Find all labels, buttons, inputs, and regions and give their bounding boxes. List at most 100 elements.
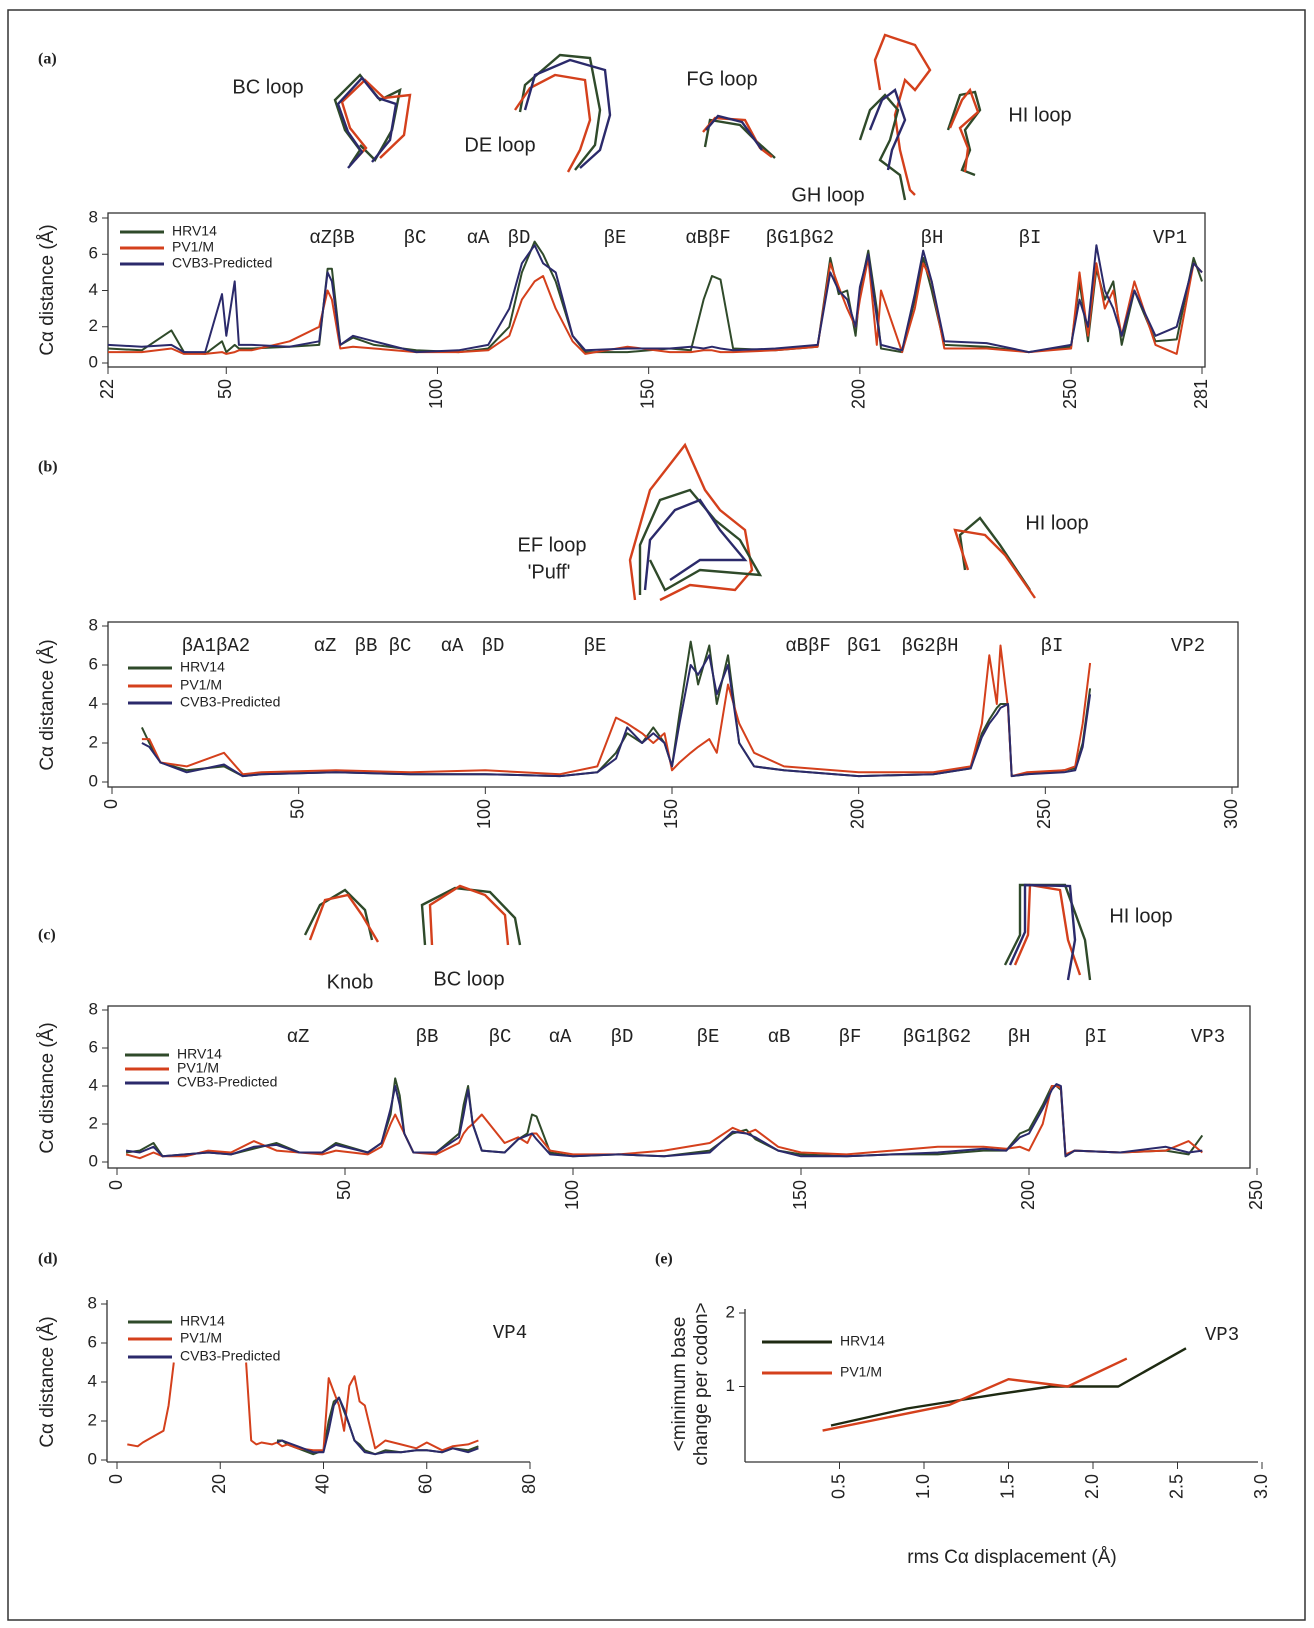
- y-tick-label: 0: [88, 1449, 97, 1468]
- y-axis-title: change per codon>: [691, 1302, 712, 1465]
- x-tick-label: 200: [849, 379, 869, 409]
- structure-label: βH: [921, 227, 944, 249]
- series-line: [127, 1362, 479, 1452]
- x-tick-label: 22: [97, 379, 117, 399]
- x-tick-label: 200: [1018, 1180, 1038, 1210]
- loop-label: HI loop: [1109, 905, 1172, 927]
- x-tick-label: 250: [1060, 379, 1080, 409]
- x-tick-label: 250: [1246, 1180, 1266, 1210]
- series-line: [108, 256, 1203, 355]
- chart-panel: (a) Cα distance (Å) 0 2 4 6 8 22 50 100 150 200 250 2…: [37, 51, 1211, 409]
- y-tick-label: 6: [89, 1037, 98, 1056]
- structure-label: βC: [389, 635, 412, 657]
- x-tick-label: 1.0: [913, 1474, 933, 1499]
- structure-label: βD: [482, 635, 505, 657]
- x-tick-label: 100: [474, 799, 494, 829]
- x-tick-label: 150: [790, 1180, 810, 1210]
- y-tick-label: 0: [89, 771, 98, 790]
- loop-label: FG loop: [686, 68, 757, 90]
- loop-label: BC loop: [232, 76, 303, 98]
- structure-label: VP4: [493, 1322, 527, 1344]
- chart-panel: (c) Cα distance (Å) 0 2 4 6 8 0 50 100 150 200 250 HR…: [37, 905, 1266, 1210]
- panel-label: (b): [38, 459, 58, 476]
- series-line: [141, 644, 1092, 778]
- legend-label: CVB3-Predicted: [172, 255, 272, 271]
- loop-label: HI loop: [1025, 512, 1088, 534]
- y-axis-title: Cα distance (Å): [37, 1316, 58, 1447]
- series-line: [107, 244, 1203, 354]
- legend-label: CVB3-Predicted: [180, 1348, 280, 1364]
- chart-panel: (b) Cα distance (Å) 0 2 4 6 8 0 50 100 150 200 250 30…: [37, 459, 1241, 829]
- structure-label: αA: [467, 227, 490, 249]
- x-tick-label: 2.5: [1166, 1474, 1186, 1499]
- panel-label: (a): [38, 51, 57, 68]
- y-tick-label: 2: [89, 732, 98, 751]
- y-tick-label: 0: [89, 352, 98, 371]
- y-tick-label: 2: [726, 1302, 735, 1321]
- structure-label: αB: [768, 1026, 791, 1048]
- y-tick-label: 4: [89, 693, 98, 712]
- loop-label: 'Puff': [528, 561, 571, 583]
- structure-label: βH: [1008, 1026, 1031, 1048]
- x-tick-label: 100: [426, 379, 446, 409]
- structure-label: VP2: [1171, 635, 1205, 657]
- y-tick-label: 8: [89, 615, 98, 634]
- legend-label: PV1/M: [177, 1060, 219, 1076]
- x-axis-title: rms Cα displacement (Å): [907, 1547, 1116, 1568]
- structure-label: βC: [404, 227, 427, 249]
- loop-label: DE loop: [464, 134, 535, 156]
- x-tick-label: 0: [101, 799, 121, 809]
- y-axis-title: Cα distance (Å): [37, 1022, 58, 1153]
- y-tick-label: 6: [89, 654, 98, 673]
- x-tick-label: 2.0: [1082, 1474, 1102, 1499]
- structure-label: βI: [1041, 635, 1064, 657]
- y-tick-label: 8: [89, 999, 98, 1018]
- x-tick-label: 0: [106, 1180, 126, 1190]
- legend-label: HRV14: [172, 223, 217, 239]
- structure-label: βB: [416, 1026, 439, 1048]
- x-tick-label: 1.5: [997, 1474, 1017, 1499]
- x-tick-label: 50: [334, 1180, 354, 1200]
- structure-label: βF: [839, 1026, 862, 1048]
- y-axis-title: <minimum base: [669, 1317, 690, 1452]
- legend-label: CVB3-Predicted: [177, 1074, 277, 1090]
- x-tick-label: 0.5: [828, 1474, 848, 1499]
- panel-label: (c): [38, 927, 56, 944]
- y-tick-label: 4: [89, 280, 98, 299]
- structure-label: βB: [355, 635, 378, 657]
- loop-label: HI loop: [1008, 104, 1071, 126]
- structure-label: βG2βH: [901, 635, 958, 657]
- structure-label: βI: [1085, 1026, 1108, 1048]
- y-tick-label: 6: [88, 1332, 97, 1351]
- y-tick-label: 2: [88, 1410, 97, 1429]
- loop-label: Knob: [327, 971, 374, 993]
- legend-label: CVB3-Predicted: [180, 694, 280, 710]
- x-tick-label: 40: [312, 1474, 332, 1494]
- x-tick-label: 250: [1034, 799, 1054, 829]
- y-tick-label: 0: [89, 1151, 98, 1170]
- legend-label: PV1/M: [180, 1330, 222, 1346]
- plot-frame: [107, 1005, 1251, 1169]
- x-tick-label: 281: [1191, 379, 1211, 409]
- y-axis-title: Cα distance (Å): [37, 224, 58, 355]
- structure-label: βG1βG2: [766, 227, 834, 249]
- series-line: [276, 1396, 479, 1456]
- structure-label: βI: [1019, 227, 1042, 249]
- x-tick-label: 20: [209, 1474, 229, 1494]
- structure-label: αBβF: [685, 227, 731, 249]
- loop-structures: [303, 33, 1092, 981]
- structure-label: βG1βG2: [903, 1026, 971, 1048]
- x-tick-label: 3.0: [1251, 1474, 1271, 1499]
- y-tick-label: 1: [726, 1376, 735, 1395]
- y-tick-label: 8: [88, 1293, 97, 1312]
- y-tick-label: 4: [89, 1075, 98, 1094]
- series-line: [125, 1083, 1203, 1158]
- loop-label: GH loop: [791, 184, 864, 206]
- structure-label: αA: [549, 1026, 572, 1048]
- structure-label: βE: [697, 1026, 720, 1048]
- x-tick-label: 50: [215, 379, 235, 399]
- structure-label: βC: [489, 1026, 512, 1048]
- structure-label: βA1βA2: [182, 635, 250, 657]
